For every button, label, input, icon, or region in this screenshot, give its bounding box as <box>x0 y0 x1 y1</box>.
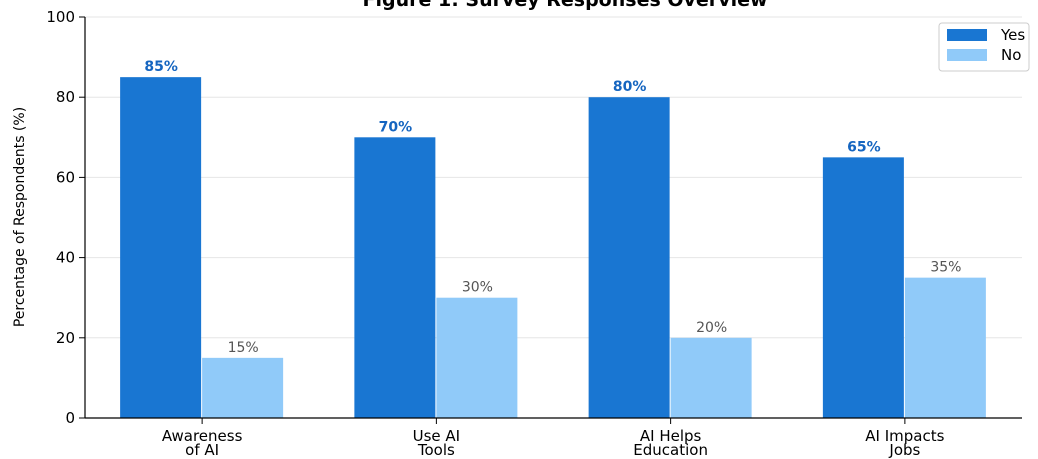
x-tick-label: Use AI Tools <box>413 427 460 459</box>
bar-yes <box>354 137 436 419</box>
x-tick-label-line: Jobs <box>888 441 920 459</box>
bar-yes <box>588 97 670 418</box>
data-label-no: 30% <box>462 280 493 296</box>
y-axis-label: Percentage of Respondents (%) <box>12 107 28 327</box>
legend-swatch-no <box>947 49 987 61</box>
y-tick-label: 60 <box>56 168 75 186</box>
x-tick-label: AI Helps Education <box>633 427 708 459</box>
y-tick-label: 0 <box>65 409 75 427</box>
x-tick-label: AI Impacts Jobs <box>865 427 944 459</box>
x-tick-label-line: AI Helps <box>640 427 702 445</box>
legend-label-yes: Yes <box>1000 26 1025 44</box>
data-label-yes: 85% <box>144 59 178 75</box>
data-label-no: 15% <box>228 340 259 356</box>
bar-no <box>202 357 284 418</box>
y-tick-label: 20 <box>56 329 75 347</box>
x-tick-label: Awareness of AI <box>162 427 243 459</box>
y-tick-label: 100 <box>46 8 75 26</box>
x-tick-label-line: of AI <box>185 441 219 459</box>
data-label-yes: 65% <box>847 139 881 155</box>
data-labels: 85% 15% 70% 30% 80% 20% 65% 35% <box>144 59 961 356</box>
x-tick-label-line: Tools <box>417 441 455 459</box>
chart-title: Figure 1: Survey Responses Overview <box>362 0 767 11</box>
x-tick-label-line: Awareness <box>162 427 243 445</box>
y-tick-label: 40 <box>56 249 75 267</box>
legend: Yes No <box>938 22 1030 72</box>
data-label-yes: 80% <box>613 79 647 95</box>
x-tick-label-line: AI Impacts <box>865 427 944 445</box>
legend-label-no: No <box>1001 46 1021 64</box>
x-tick-label-line: Use AI <box>413 427 460 445</box>
bar-no <box>904 277 986 418</box>
x-tick-label-line: Education <box>633 441 708 459</box>
bar-yes <box>120 77 202 419</box>
bar-yes <box>822 157 904 418</box>
data-label-no: 35% <box>930 260 961 276</box>
bar-no <box>436 297 518 418</box>
legend-swatch-yes <box>947 29 987 41</box>
axes: 0 20 40 60 80 100 Awareness of AI Use AI Tools AI … <box>46 8 1022 459</box>
y-tick-label: 80 <box>56 88 75 106</box>
bars <box>120 77 986 419</box>
bar-no <box>670 337 752 418</box>
data-label-yes: 70% <box>379 119 413 135</box>
data-label-no: 20% <box>696 320 727 336</box>
